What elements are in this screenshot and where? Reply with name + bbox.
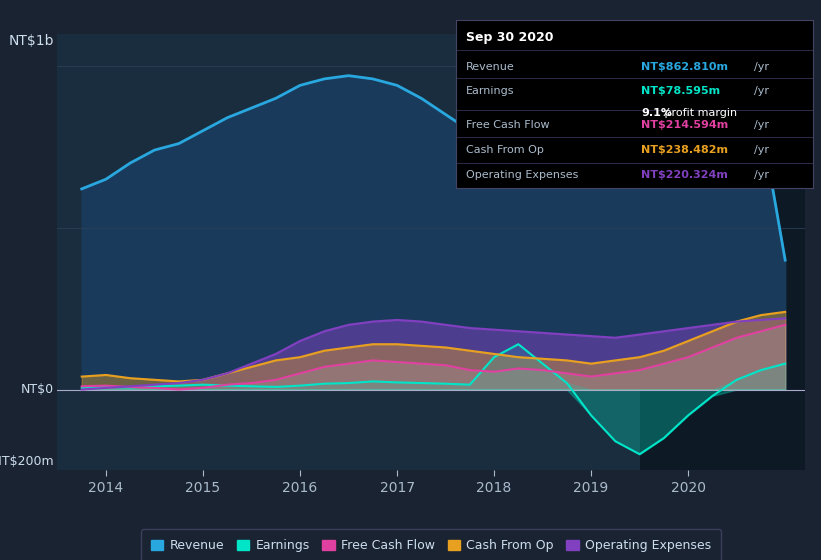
Text: Operating Expenses: Operating Expenses xyxy=(466,170,579,180)
Text: NT$220.324m: NT$220.324m xyxy=(641,170,728,180)
Text: Earnings: Earnings xyxy=(466,86,515,96)
Text: Revenue: Revenue xyxy=(466,62,515,72)
Bar xyxy=(640,34,805,470)
Text: /yr: /yr xyxy=(754,86,768,96)
Text: Cash From Op: Cash From Op xyxy=(466,145,544,155)
Text: Sep 30 2020: Sep 30 2020 xyxy=(466,31,554,44)
Text: Free Cash Flow: Free Cash Flow xyxy=(466,120,550,129)
Text: NT$0: NT$0 xyxy=(21,383,53,396)
Text: /yr: /yr xyxy=(754,120,768,129)
Text: profit margin: profit margin xyxy=(661,108,737,118)
Text: /yr: /yr xyxy=(754,170,768,180)
Text: /yr: /yr xyxy=(754,62,768,72)
Text: 9.1%: 9.1% xyxy=(641,108,672,118)
Text: NT$214.594m: NT$214.594m xyxy=(641,120,728,129)
Text: NT$238.482m: NT$238.482m xyxy=(641,145,728,155)
Text: NT$862.810m: NT$862.810m xyxy=(641,62,728,72)
Text: NT$78.595m: NT$78.595m xyxy=(641,86,721,96)
Legend: Revenue, Earnings, Free Cash Flow, Cash From Op, Operating Expenses: Revenue, Earnings, Free Cash Flow, Cash … xyxy=(141,529,721,560)
Text: /yr: /yr xyxy=(754,145,768,155)
Text: -NT$200m: -NT$200m xyxy=(0,455,53,468)
Text: NT$1b: NT$1b xyxy=(8,34,53,48)
